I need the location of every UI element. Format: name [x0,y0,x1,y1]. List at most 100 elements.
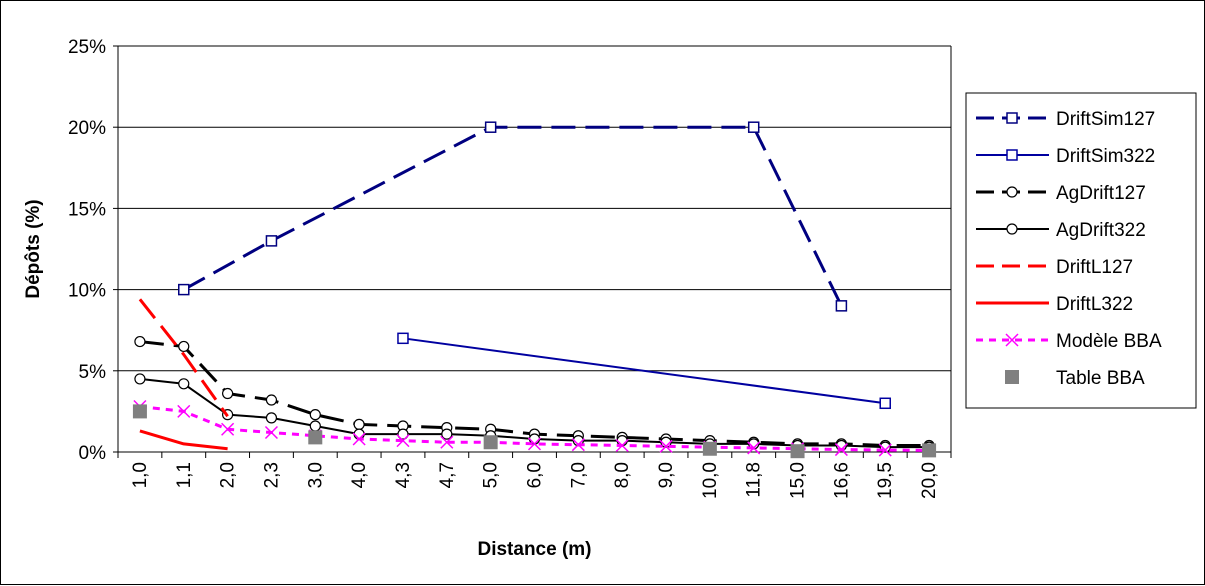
data-point-driftsim127 [747,121,760,133]
x-tick-label: 6,0 [525,462,546,488]
data-point-mod-le-bba [352,432,366,446]
x-tick-label: 10,0 [700,462,721,499]
y-tick-label: 15% [68,199,106,220]
series-line-driftsim322 [402,337,886,405]
series-driftsim322 [397,332,891,410]
x-tick-label: 16,6 [831,462,852,499]
data-point-table-bba [702,441,717,456]
data-point-agdrift127 [309,409,321,421]
series-line-driftl127 [138,298,229,418]
data-point-driftsim127 [178,283,190,296]
gridlines [118,45,951,372]
data-point-agdrift322 [397,428,409,440]
data-point-agdrift322 [265,412,278,424]
x-tick-label: 20,0 [919,462,940,499]
x-tick-label: 7,0 [568,462,589,488]
data-point-agdrift127 [178,340,190,353]
y-tick-label: 0% [79,443,107,464]
data-point-table-bba [790,444,805,459]
legend-item-driftsim127: DriftSim127 [976,109,1155,130]
legend-label: DriftSim127 [1056,109,1155,130]
legend-label: DriftSim322 [1056,146,1155,167]
series-agdrift322 [134,373,935,453]
series-layer [132,121,937,459]
y-tick-label: 25% [68,37,106,58]
x-axis-title: Distance (m) [477,539,591,560]
legend-label: DriftL322 [1056,294,1133,315]
x-axis: 1,0 1,1 2,0 2,3 3,0 4,0 4,3 4,7 5,0 6,0 7,0 8,0 9,0 1… [117,452,952,499]
x-tick-label: 15,0 [788,462,809,499]
legend-item-agdrift127: AgDrift127 [976,183,1146,204]
data-point-driftsim127 [265,235,278,247]
data-point-driftsim127 [835,300,848,312]
y-axis-title: Dépôts (%) [23,199,44,298]
plot-area [117,46,952,453]
legend-swatch-marker [1005,333,1019,347]
data-point-agdrift322 [309,420,321,432]
x-tick-label: 19,5 [875,462,896,499]
data-point-agdrift322 [178,378,190,390]
x-tick-label: 9,0 [656,462,677,488]
legend-swatch-marker [1006,149,1018,161]
data-point-mod-le-bba [571,438,585,452]
data-point-table-bba [483,435,498,450]
data-point-table-bba [922,443,937,458]
legend-item-table-bba: Table BBA [1005,368,1145,389]
series-line-driftsim127 [183,125,843,307]
legend-label: DriftL127 [1056,257,1133,278]
data-point-mod-le-bba [834,443,848,457]
x-tick-label: 8,0 [612,462,633,488]
series-mod-le-bba [133,399,936,457]
data-point-agdrift322 [441,428,453,440]
x-tick-label: 1,0 [130,462,151,488]
legend-label: Modèle BBA [1056,331,1162,352]
y-tick-label: 5% [79,362,107,383]
legend-label: AgDrift322 [1056,220,1146,241]
x-tick-label: 4,7 [437,462,458,488]
legend-item-driftl127: DriftL127 [976,257,1133,278]
data-point-agdrift127 [265,394,278,406]
x-tick-label: 2,3 [261,462,282,488]
legend-swatch-marker [1006,112,1018,124]
series-driftl322 [139,429,228,451]
data-point-driftsim322 [879,397,891,410]
legend-swatch-marker [1006,223,1018,235]
series-table-bba [132,404,937,459]
x-tick-label: 2,0 [218,462,239,488]
x-tick-label: 1,1 [174,462,195,488]
legend: DriftSim127 DriftSim322 AgDrift127 AgDrift3… [965,92,1197,409]
data-point-mod-le-bba [177,404,191,418]
data-point-agdrift127 [222,387,234,400]
x-tick-label: 11,8 [744,462,765,498]
x-tick-label: 3,0 [305,462,326,488]
series-driftsim127 [178,121,848,312]
series-line-driftl322 [139,429,228,451]
y-tick-label: 20% [68,118,106,139]
data-point-agdrift127 [353,418,365,430]
legend-item-agdrift322: AgDrift322 [976,220,1146,241]
legend-swatch-marker [1006,186,1018,198]
data-point-mod-le-bba [659,439,673,453]
data-point-agdrift127 [134,335,146,348]
y-axis: 0% 5% 10% 15% 20% 25% [68,37,118,464]
x-tick-label: 4,0 [349,462,370,488]
legend-swatch-marker [1005,370,1019,384]
data-point-mod-le-bba [747,441,761,455]
legend-box [965,92,1197,409]
y-tick-label: 10% [68,281,106,302]
data-point-mod-le-bba [440,435,454,449]
series-driftl127 [138,298,229,418]
data-point-mod-le-bba [615,438,629,453]
data-point-mod-le-bba [221,422,235,436]
legend-item-driftl322: DriftL322 [976,294,1133,315]
data-point-mod-le-bba [264,425,278,440]
x-tick-label: 4,3 [393,462,414,488]
data-point-mod-le-bba [396,434,410,448]
data-point-agdrift322 [134,373,146,385]
legend-label: AgDrift127 [1056,183,1146,204]
data-point-driftsim127 [484,121,497,133]
legend-item-mod-le-bba: Modèle BBA [976,331,1162,352]
legend-label: Table BBA [1056,368,1145,389]
